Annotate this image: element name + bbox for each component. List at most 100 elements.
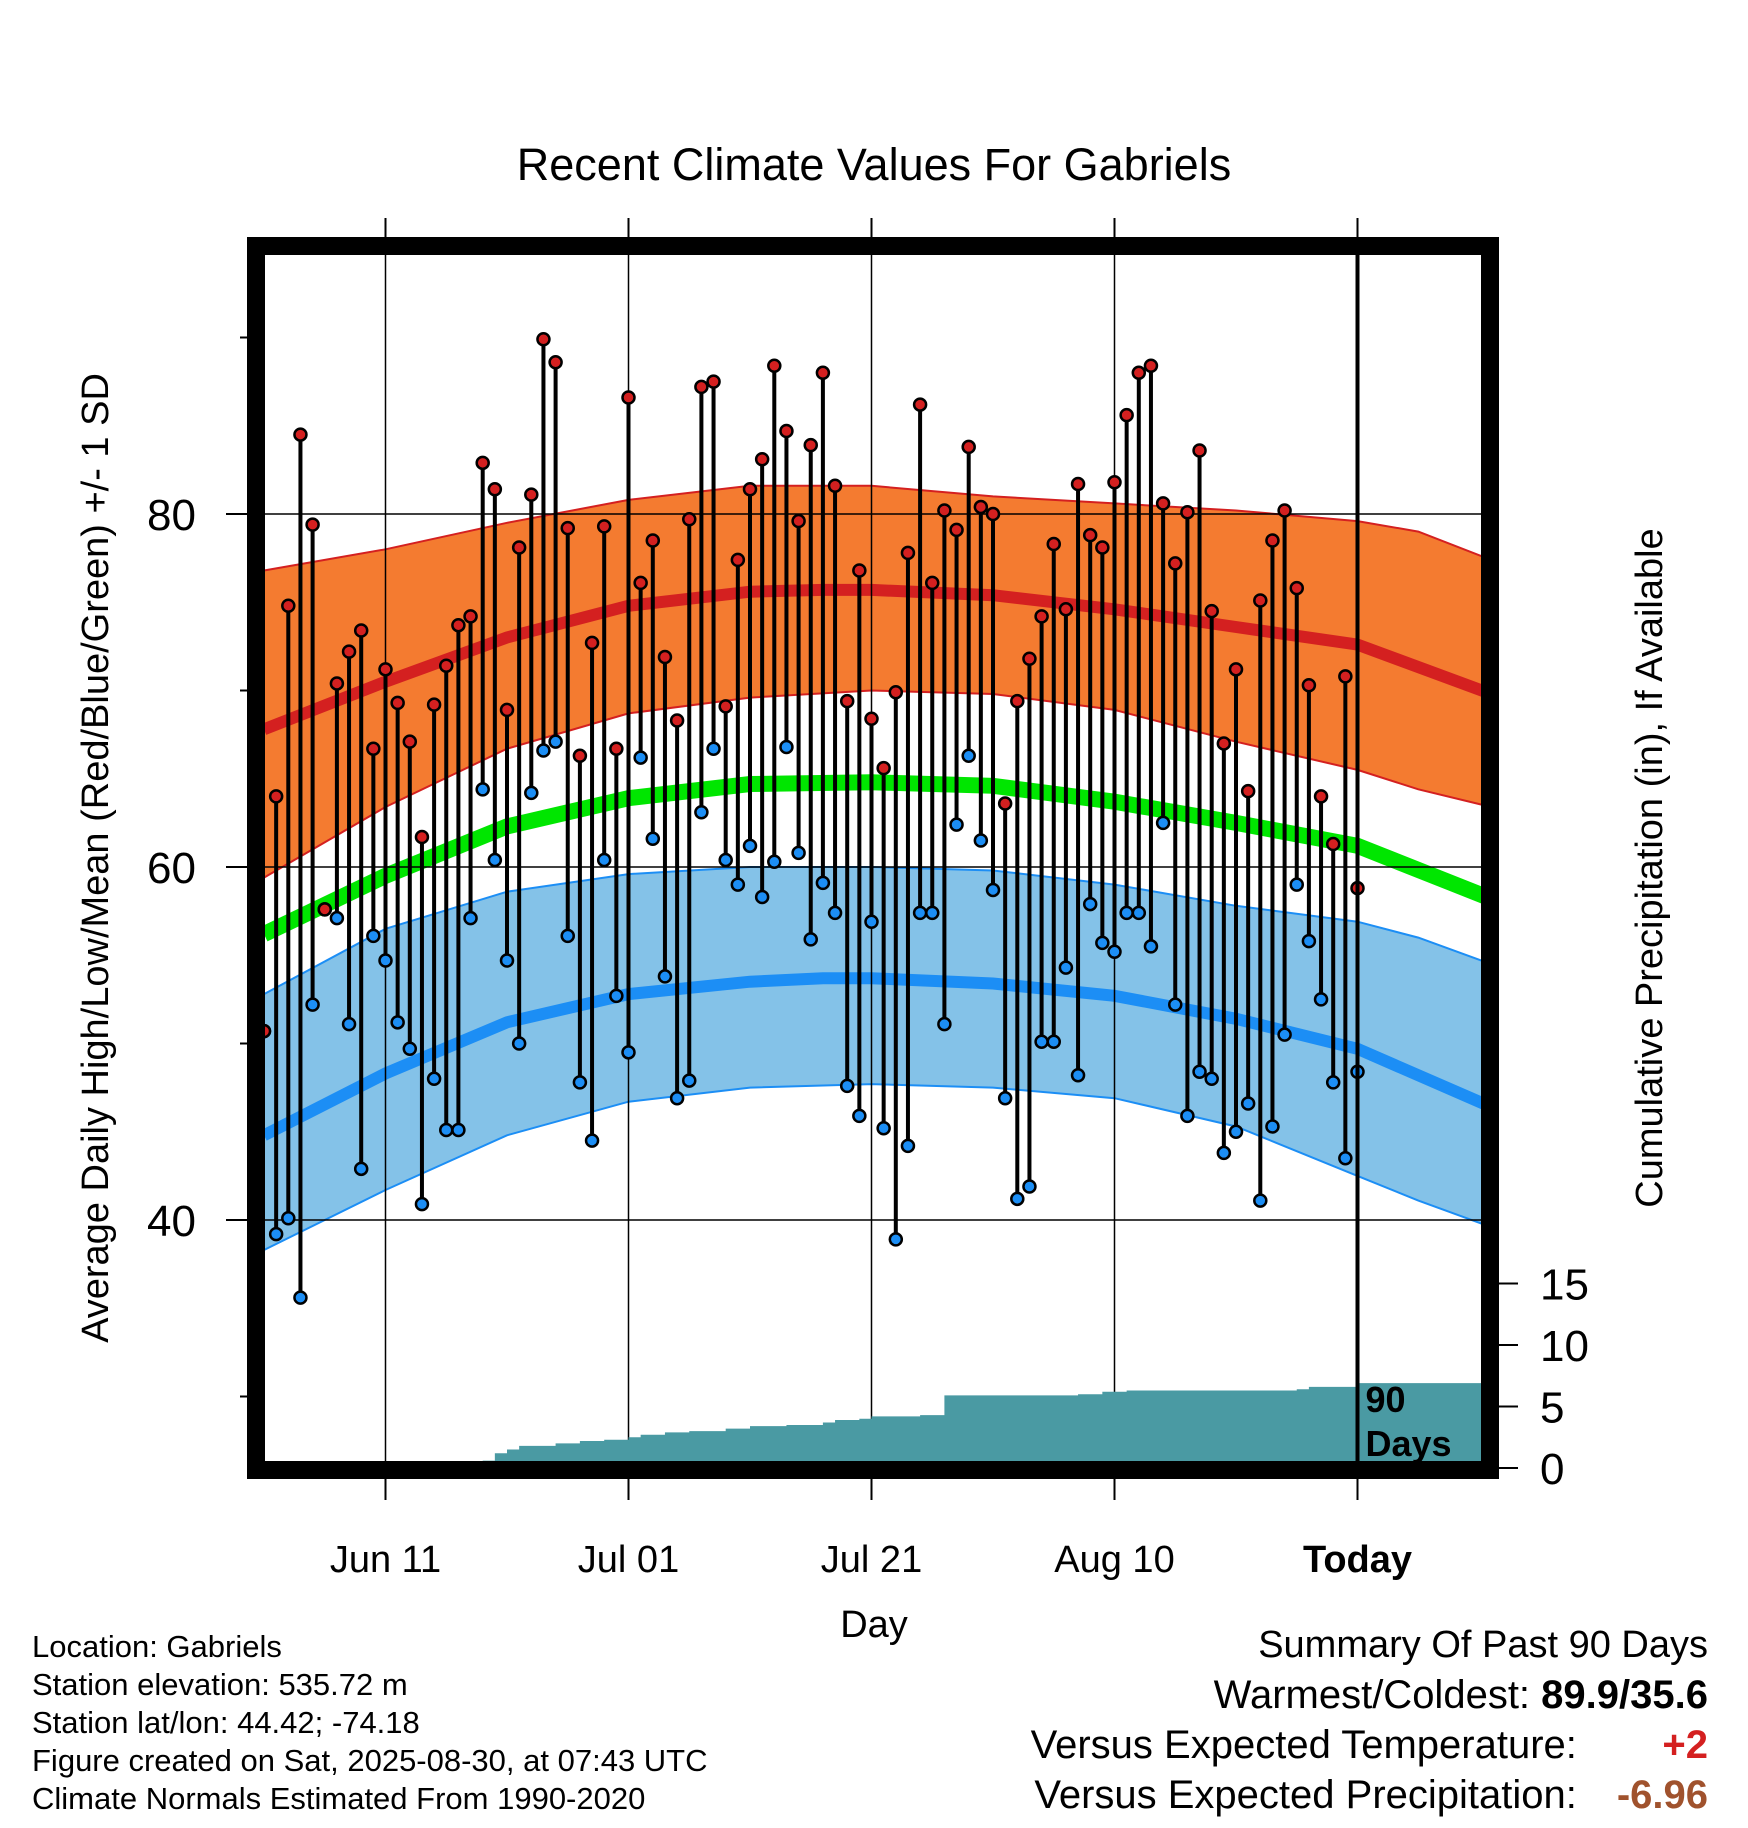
daily-high-point [511, 540, 527, 555]
plot-area [256, 246, 1490, 1470]
daily-low-point [985, 882, 1001, 898]
daily-high-point [839, 693, 855, 709]
daily-low-point [572, 1075, 588, 1090]
daily-low-point [1010, 1191, 1025, 1207]
daily-high-point [985, 506, 1001, 522]
daily-low-point [1301, 933, 1317, 949]
daily-low-point [815, 875, 831, 891]
daily-low-point [305, 997, 320, 1012]
daily-low-point [900, 1138, 916, 1154]
daily-high-point [353, 623, 369, 638]
station-location: Location: Gabriels [32, 1629, 282, 1664]
x-tick-label: Jul 01 [578, 1539, 679, 1581]
daily-high-point [633, 575, 648, 591]
y2-axis-label: Cumulative Precipitation (in), If Availa… [1629, 528, 1671, 1207]
daily-high-point [596, 519, 612, 534]
daily-low-point [888, 1232, 904, 1247]
daily-low-point [791, 845, 806, 861]
daily-high-point [657, 649, 673, 665]
normal-high-line [261, 583, 1490, 735]
daily-low-point [730, 877, 746, 892]
daily-high-point [864, 711, 879, 726]
daily-low-point [1070, 1068, 1086, 1083]
daily-low-point [511, 1036, 527, 1051]
daily-high-point [1022, 651, 1037, 666]
daily-low-point [353, 1161, 369, 1177]
daily-low-point [1180, 1108, 1195, 1124]
plot-frame [247, 237, 1499, 1479]
daily-low-point [378, 953, 393, 968]
daily-low-point [1082, 896, 1098, 912]
daily-low-point [876, 1120, 891, 1136]
daily-high-point [390, 695, 405, 711]
daily-high-point [718, 699, 733, 714]
daily-high-point [329, 676, 345, 691]
y-axis-label: Average Daily High/Low/Mean (Red/Blue/Gr… [75, 373, 117, 1343]
daily-low-point [560, 928, 575, 944]
daily-low-point [925, 905, 940, 921]
daily-high-point [1180, 504, 1195, 520]
daily-low-point [1155, 815, 1171, 831]
daily-low-point [997, 1090, 1013, 1106]
daily-high-point [1253, 593, 1268, 608]
daily-high-point [439, 658, 454, 674]
daily-low-point [414, 1196, 430, 1212]
daily-high-point [876, 760, 891, 776]
x-tick-label: Jul 21 [821, 1539, 922, 1581]
daily-high-point [621, 390, 636, 405]
temp-label: Versus Expected Temperature: [1030, 1723, 1577, 1767]
warm-cold-label: Warmest/Coldest: [1213, 1673, 1531, 1717]
daily-low-point [293, 1290, 308, 1305]
daily-high-point [378, 662, 393, 677]
daily-high-point [1107, 474, 1122, 490]
daily-low-point [754, 889, 770, 905]
daily-low-point [1240, 1096, 1256, 1111]
daily-low-point [1338, 1150, 1353, 1166]
daily-low-point [1289, 877, 1304, 892]
y-tick-label: 40 [147, 1197, 196, 1246]
daily-low-point [402, 1041, 418, 1057]
daily-low-point [487, 852, 503, 868]
daily-high-point [645, 533, 661, 548]
daily-high-point [1168, 556, 1183, 571]
daily-low-point [621, 1045, 636, 1060]
daily-low-point [548, 734, 563, 749]
daily-high-point [912, 397, 928, 412]
daily-low-point [1058, 960, 1074, 975]
daily-low-point [1313, 992, 1329, 1007]
y2-tick-label: 5 [1540, 1384, 1564, 1433]
daily-high-point [888, 685, 904, 700]
daily-high-point [997, 796, 1013, 811]
daily-high-point [366, 741, 381, 756]
band-edge-line [263, 484, 1490, 572]
daily-low-point [341, 1016, 357, 1032]
daily-high-point [694, 379, 709, 395]
daily-low-point [1034, 1034, 1049, 1049]
y-tick-label: 60 [147, 844, 196, 893]
figure-created: Figure created on Sat, 2025-08-30, at 07… [32, 1743, 708, 1778]
daily-low-point [706, 741, 721, 756]
daily-high-point [1338, 669, 1353, 684]
daily-low-point [596, 852, 612, 868]
precip-area [264, 1383, 1490, 1468]
daily-low-point [657, 969, 673, 984]
daily-low-point [584, 1133, 600, 1148]
daily-high-point [767, 358, 782, 373]
daily-high-point [1325, 836, 1341, 852]
low-sd-band [264, 867, 1490, 1250]
daily-low-point [281, 1210, 296, 1226]
daily-low-point [366, 928, 381, 944]
daily-high-point [1046, 536, 1061, 552]
daily-high-point [402, 734, 418, 749]
daily-high-point [827, 478, 843, 494]
daily-high-point [548, 354, 563, 370]
high-sd-band [264, 485, 1490, 878]
daily-low-point [1228, 1124, 1244, 1139]
daily-high-point [937, 503, 952, 518]
daily-high-point [1313, 789, 1329, 804]
x-tick-label: Jun 11 [330, 1539, 441, 1581]
daily-low-point [475, 782, 490, 797]
daily-high-point [451, 617, 466, 633]
daily-high-point [1058, 602, 1074, 617]
summary-heading: Summary Of Past 90 Days [1258, 1624, 1708, 1666]
